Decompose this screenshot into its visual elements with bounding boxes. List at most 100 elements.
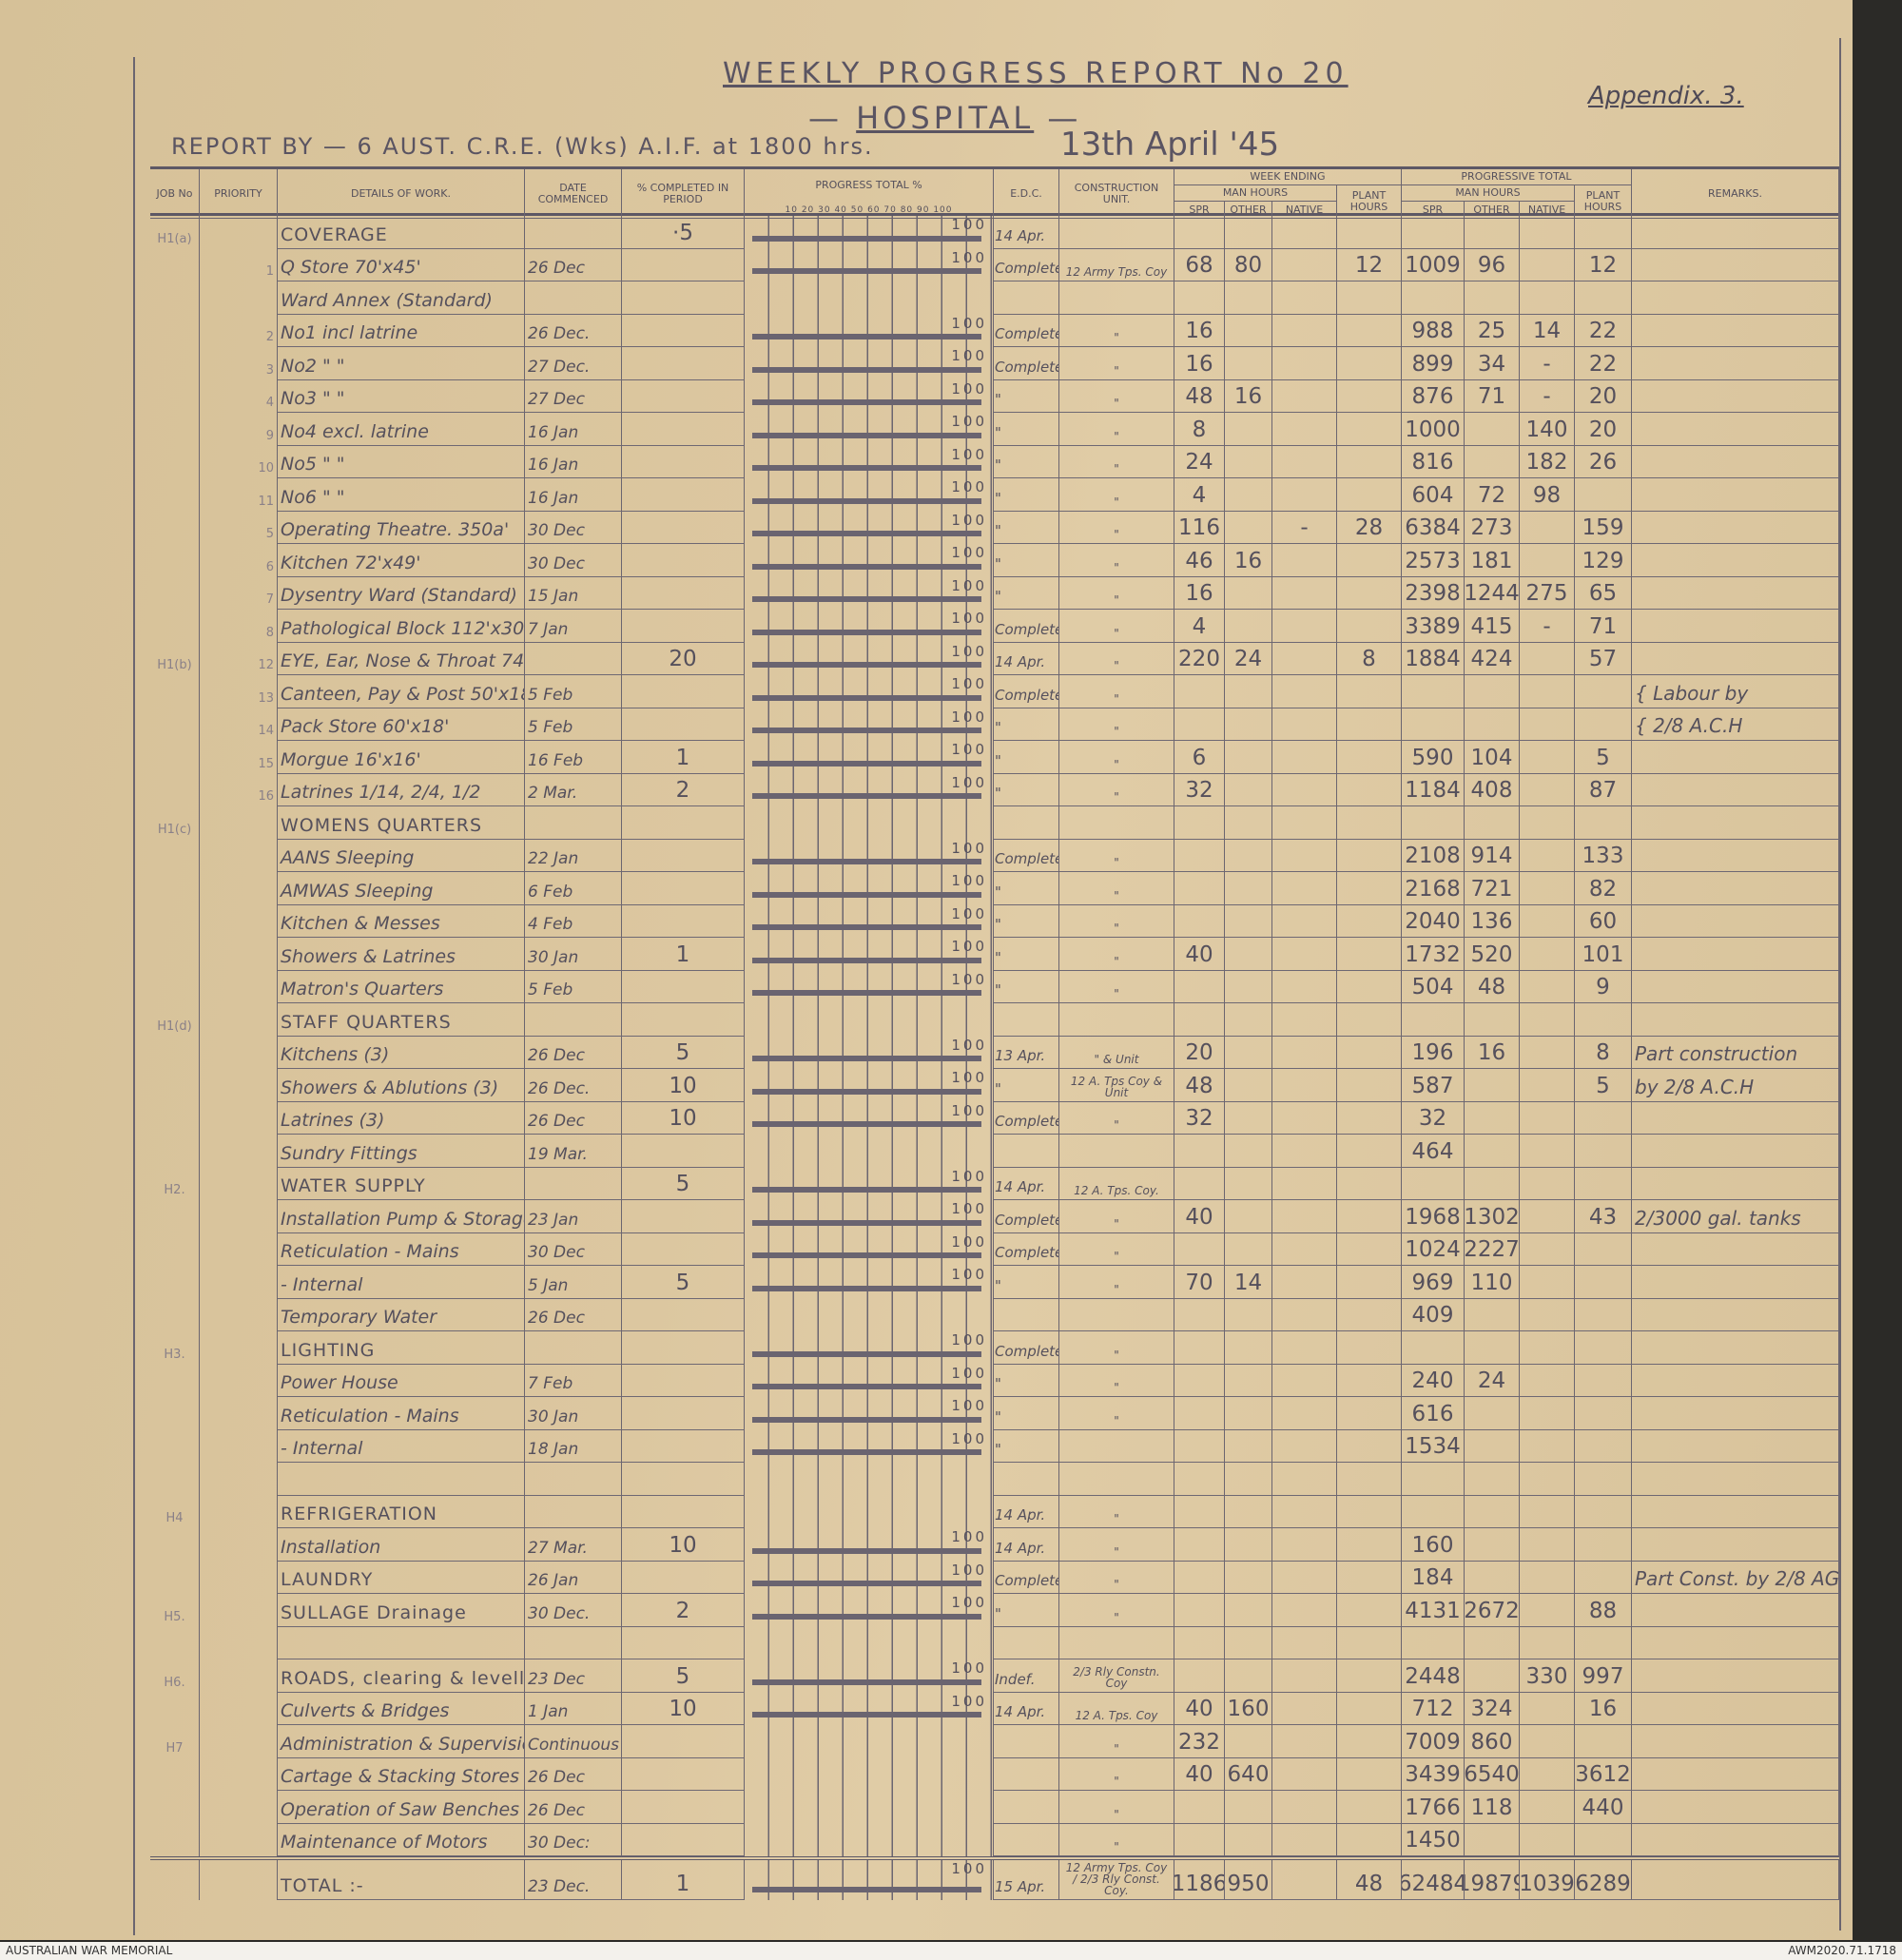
cell-priority: 8 [200, 610, 278, 643]
cell-prog-other: 118 [1465, 1791, 1520, 1824]
cell-construction-unit: " [1059, 1101, 1174, 1135]
cell-prog-other [1465, 445, 1520, 478]
table-row: Latrines (3) 26 Dec 10 100 Complete " 32 32 [150, 1101, 1839, 1135]
table-row: Sundry Fittings 19 Mar. 464 [150, 1135, 1839, 1168]
cell-prog-other: 2672 [1465, 1594, 1520, 1627]
progress-label: 100 [951, 478, 987, 495]
cell-details: Cartage & Stacking Stores [278, 1757, 525, 1791]
cell-priority [200, 1069, 278, 1102]
cell-prog-native [1520, 1626, 1575, 1659]
cell-week-other [1225, 1036, 1272, 1069]
cell-week-plant-hours [1337, 1528, 1402, 1562]
progress-bar [752, 1285, 981, 1291]
cell-week-plant-hours [1337, 1167, 1402, 1200]
cell-construction-unit: " [1059, 1561, 1174, 1594]
cell-week-plant-hours [1337, 281, 1402, 315]
cell-edc: " [994, 576, 1059, 610]
cell-date-commenced: 26 Dec. [525, 1069, 622, 1102]
cell-week-plant-hours: 48 [1337, 1860, 1402, 1900]
cell-progress [745, 1135, 994, 1168]
cell-week-spr: 40 [1174, 1757, 1225, 1791]
cell-week-plant-hours [1337, 1757, 1402, 1791]
progress-label: 100 [951, 1659, 987, 1677]
cell-week-plant-hours [1337, 445, 1402, 478]
cell-details: ROADS, clearing & levelling sites [278, 1659, 525, 1693]
cell-prog-plant-hours [1575, 1003, 1632, 1037]
cell-week-plant-hours [1337, 708, 1402, 741]
cell-week-other [1225, 1561, 1272, 1594]
cell-prog-other [1465, 1397, 1520, 1430]
appendix-label: Appendix. 3. [1588, 82, 1744, 110]
progress-label: 100 [951, 1860, 987, 1877]
cell-date-commenced [525, 1331, 622, 1365]
cell-remarks [1632, 872, 1839, 905]
progress-label: 100 [951, 1200, 987, 1217]
cell-priority: 12 [200, 642, 278, 675]
cell-prog-other: 48 [1465, 970, 1520, 1003]
cell-prog-spr: 899 [1402, 347, 1465, 380]
cell-priority [200, 904, 278, 938]
cell-details: Temporary Water [278, 1298, 525, 1331]
cell-progress: 100 [745, 511, 994, 544]
cell-week-native [1272, 610, 1337, 643]
table-row: Operation of Saw Benches 26 Dec " 1766 118 44… [150, 1791, 1839, 1824]
cell-week-native [1272, 1069, 1337, 1102]
cell-week-plant-hours [1337, 1397, 1402, 1430]
cell-week-native [1272, 281, 1337, 315]
cell-week-other [1225, 610, 1272, 643]
cell-date-commenced: 16 Jan [525, 445, 622, 478]
cell-prog-plant-hours [1575, 806, 1632, 840]
cell-prog-other [1465, 1298, 1520, 1331]
cell-prog-spr: 1968 [1402, 1200, 1465, 1233]
cell-edc: Complete [994, 1331, 1059, 1365]
cell-prog-other: 408 [1465, 773, 1520, 806]
cell-progress: 100 [745, 1429, 994, 1463]
cell-details: Operating Theatre. 350a' [278, 511, 525, 544]
cell-week-other [1225, 904, 1272, 938]
cell-prog-native [1520, 1003, 1575, 1037]
cell-week-spr [1174, 1463, 1225, 1496]
cell-date-commenced: 23 Dec [525, 1659, 622, 1693]
cell-remarks [1632, 1659, 1839, 1693]
cell-prog-plant-hours: 20 [1575, 413, 1632, 446]
cell-job-no [150, 347, 200, 380]
cell-week-spr: 116 [1174, 511, 1225, 544]
cell-priority: 13 [200, 675, 278, 708]
cell-prog-spr: 3389 [1402, 610, 1465, 643]
cell-week-native [1272, 642, 1337, 675]
cell-prog-native [1520, 511, 1575, 544]
header-week-plant-hours: PLANT HOURS [1337, 185, 1402, 219]
cell-details: EYE, Ear, Nose & Throat 74'x24' [278, 642, 525, 675]
cell-week-spr: 32 [1174, 1101, 1225, 1135]
progress-label: 100 [951, 1429, 987, 1447]
cell-prog-native [1520, 1232, 1575, 1266]
cell-progress: 100 [745, 1561, 994, 1594]
cell-week-plant-hours [1337, 1692, 1402, 1725]
cell-pct-completed: 10 [622, 1528, 745, 1562]
cell-week-other [1225, 511, 1272, 544]
cell-prog-other [1465, 1528, 1520, 1562]
cell-prog-spr: 504 [1402, 970, 1465, 1003]
cell-week-native: - [1272, 511, 1337, 544]
cell-week-native [1272, 1463, 1337, 1496]
progress-label: 100 [951, 379, 987, 398]
cell-details: Morgue 16'x16' [278, 741, 525, 774]
cell-details: LIGHTING [278, 1331, 525, 1365]
progress-bar [752, 1350, 981, 1357]
cell-details: Operation of Saw Benches [278, 1791, 525, 1824]
cell-prog-spr: 409 [1402, 1298, 1465, 1331]
cell-edc: 15 Apr. [994, 1860, 1059, 1900]
cell-pct-completed [622, 1561, 745, 1594]
cell-edc: " [994, 413, 1059, 446]
cell-pct-completed [622, 675, 745, 708]
cell-prog-plant-hours: 43 [1575, 1200, 1632, 1233]
cell-week-spr [1174, 970, 1225, 1003]
cell-prog-spr [1402, 1167, 1465, 1200]
cell-edc [994, 281, 1059, 315]
cell-remarks [1632, 576, 1839, 610]
cell-pct-completed [622, 1232, 745, 1266]
cell-week-other [1225, 314, 1272, 347]
cell-week-other [1225, 1364, 1272, 1397]
cell-prog-plant-hours: 133 [1575, 839, 1632, 872]
cell-week-plant-hours [1337, 413, 1402, 446]
